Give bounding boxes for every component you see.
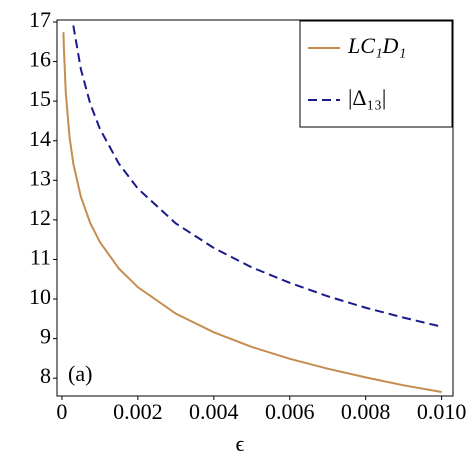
y-tick-label: 11	[30, 244, 51, 269]
x-tick-label: 0.002	[113, 399, 163, 424]
x-tick-label: 0	[56, 399, 67, 424]
plot-lines	[62, 25, 442, 394]
y-tick-label: 9	[40, 324, 51, 349]
x-tick-label: 0.006	[265, 399, 315, 424]
y-tick-label: 16	[29, 47, 51, 72]
x-tick-label: 0.004	[189, 399, 239, 424]
legend-box	[299, 20, 453, 128]
y-tick-label: 14	[29, 126, 51, 151]
y-tick-label: 17	[29, 7, 51, 32]
legend: LC₁D₁ |Δ₁₃|	[299, 20, 453, 128]
y-tick-label: 13	[29, 165, 51, 190]
legend-label: LC₁D₁	[347, 33, 406, 58]
y-tick-label: 12	[29, 205, 51, 230]
annotation: (a)	[68, 361, 92, 386]
x-tick-label: 0.008	[341, 399, 391, 424]
series-line	[62, 32, 442, 394]
legend-label: |Δ₁₃|	[348, 85, 386, 110]
y-tick-label: 8	[40, 363, 51, 388]
y-tick-label: 15	[29, 86, 51, 111]
x-axis-label: ϵ	[236, 431, 245, 456]
x-tick-label: 0.010	[417, 399, 467, 424]
series-line	[72, 25, 442, 328]
plot-frame	[56, 19, 454, 397]
y-tick-label: 10	[29, 284, 51, 309]
